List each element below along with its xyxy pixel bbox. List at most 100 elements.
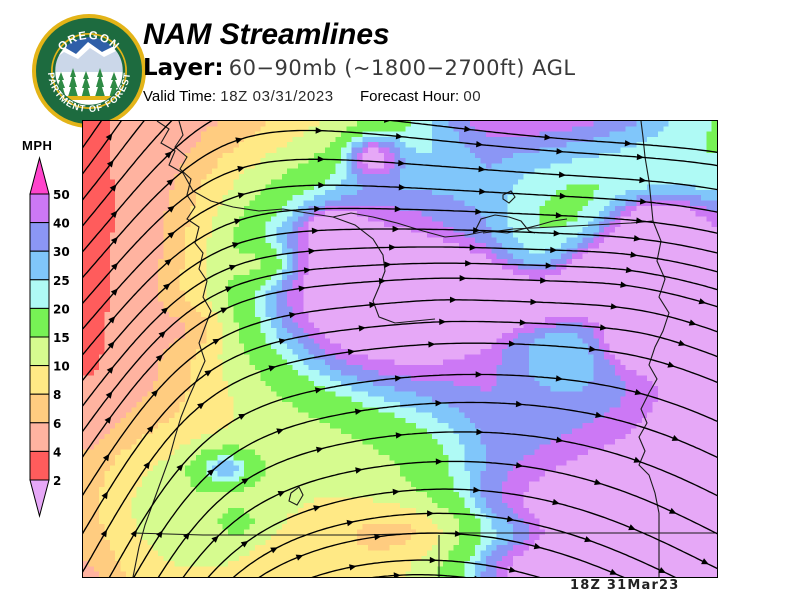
- streamline-arrowhead: [130, 529, 137, 538]
- streamline-map[interactable]: [82, 120, 718, 578]
- streamline-arrowhead: [158, 331, 166, 339]
- streamline-arrowhead: [110, 288, 118, 296]
- border-line: [638, 220, 670, 514]
- header-banner: OREGON DEPARTMENT OF FORESTRY NAM Stream…: [0, 0, 800, 128]
- border-line: [288, 486, 304, 506]
- streamline: [83, 299, 717, 496]
- streamline-arrowhead: [105, 133, 113, 141]
- streamline-arrowhead: [508, 340, 516, 347]
- page-title: NAM Streamlines: [143, 18, 390, 51]
- streamline-arrowhead: [530, 298, 538, 306]
- streamline: [389, 121, 717, 153]
- streamline-arrowhead: [164, 151, 172, 159]
- streamline-arrowhead: [476, 428, 484, 436]
- colorbar-bands: [29, 156, 50, 518]
- streamline-arrowhead: [270, 547, 278, 554]
- streamline-field: [83, 121, 717, 577]
- streamline-arrowhead: [109, 184, 117, 192]
- border-line: [156, 121, 436, 324]
- streamline-arrowhead: [392, 488, 400, 496]
- colorbar-tick-label: 25: [53, 274, 70, 288]
- streamline-arrowhead: [668, 507, 677, 514]
- streamline-arrowhead: [559, 192, 567, 200]
- streamline: [232, 512, 677, 577]
- streamline: [372, 574, 467, 577]
- streamline-arrowhead: [636, 217, 644, 224]
- streamline-arrowhead: [349, 564, 357, 571]
- streamline-arrowhead: [550, 246, 558, 254]
- streamline-arrowhead: [625, 266, 634, 274]
- streamline-arrowhead: [314, 387, 323, 394]
- colorbar-under-arrow: [29, 479, 50, 518]
- streamline-arrowhead: [146, 425, 154, 433]
- streamline-arrowhead: [314, 205, 322, 213]
- colorbar-band: [29, 307, 50, 338]
- streamline-arrowhead: [636, 153, 644, 161]
- streamline-arrowhead: [378, 277, 387, 285]
- colorbar-svg: 50 40 30 25 20 15 10 8 6 4 2: [29, 156, 70, 518]
- streamline-arrowhead: [241, 478, 250, 485]
- streamline-arrowhead: [620, 281, 628, 288]
- streamline-arrowhead: [639, 176, 647, 184]
- streamline-arrowhead: [454, 530, 462, 537]
- colorbar-band: [29, 222, 50, 252]
- streamline-arrowhead: [609, 568, 618, 575]
- border-line: [132, 121, 212, 577]
- streamline-arrowhead: [384, 261, 392, 268]
- border-line: [332, 212, 568, 238]
- valid-time-line: Valid Time: 18Z 03/31/2023 Forecast Hour…: [143, 87, 576, 106]
- streamline-arrowhead: [624, 140, 632, 147]
- streamline-arrowhead: [303, 267, 312, 274]
- streamline-arrowhead: [533, 543, 542, 550]
- streamline-arrowhead: [101, 491, 108, 500]
- streamline-arrowhead: [393, 572, 401, 577]
- streamline-arrowhead: [204, 370, 213, 377]
- streamline-arrowhead: [311, 227, 319, 234]
- streamline-arrowhead: [558, 171, 567, 178]
- streamline-arrowhead: [545, 262, 553, 269]
- colorbar-band: [29, 193, 50, 224]
- streamline-arrowhead: [384, 121, 390, 123]
- streamline-arrowhead: [555, 375, 564, 382]
- streamline-arrowhead: [237, 192, 246, 199]
- streamline: [258, 532, 625, 577]
- streamline-arrowhead: [398, 159, 406, 167]
- streamline-arrowhead: [276, 428, 284, 435]
- streamline-arrowhead: [369, 301, 377, 309]
- streamline: [83, 207, 717, 356]
- streamline-arrowhead: [429, 556, 437, 564]
- border-line: [482, 220, 654, 234]
- streamline-arrowhead: [392, 225, 400, 233]
- streamline-arrowhead: [106, 160, 114, 168]
- streamline-arrowhead: [308, 248, 316, 255]
- streamline-arrowhead: [197, 402, 205, 410]
- streamline-arrowhead: [515, 400, 523, 408]
- map-timestamp: 18Z 31Mar23: [570, 578, 680, 593]
- colorbar-title: MPH: [22, 138, 53, 153]
- streamline-arrowhead: [610, 303, 618, 310]
- colorbar-band: [29, 250, 50, 281]
- streamline-arrowhead: [552, 498, 560, 506]
- streamline-arrowheads: [100, 121, 709, 577]
- colorbar-band: [29, 393, 50, 424]
- streamline-arrowhead: [277, 491, 286, 497]
- streamline-arrowhead: [232, 242, 240, 249]
- streamline: [133, 401, 717, 577]
- streamline-arrowhead: [584, 536, 592, 543]
- streamline-arrowhead: [167, 231, 175, 239]
- streamline-arrowhead: [176, 463, 184, 472]
- streamline-arrowhead: [346, 519, 354, 527]
- streamline-arrowhead: [164, 258, 172, 266]
- streamline-arrowhead: [355, 467, 363, 474]
- streamline: [83, 262, 717, 432]
- streamline-arrowhead: [110, 236, 118, 245]
- streamline-arrowhead: [540, 277, 548, 284]
- streamline-arrowhead: [389, 244, 397, 251]
- streamline-arrowhead: [464, 125, 472, 133]
- streamline-arrowhead: [556, 148, 564, 155]
- streamline-arrowhead: [473, 486, 481, 494]
- streamline-arrowhead: [459, 275, 467, 282]
- streamline-arrowhead: [428, 341, 436, 348]
- streamline-arrowhead: [427, 510, 435, 517]
- colorbar-tick-labels: 50 40 30 25 20 15 10 8 6 4 2: [53, 188, 70, 488]
